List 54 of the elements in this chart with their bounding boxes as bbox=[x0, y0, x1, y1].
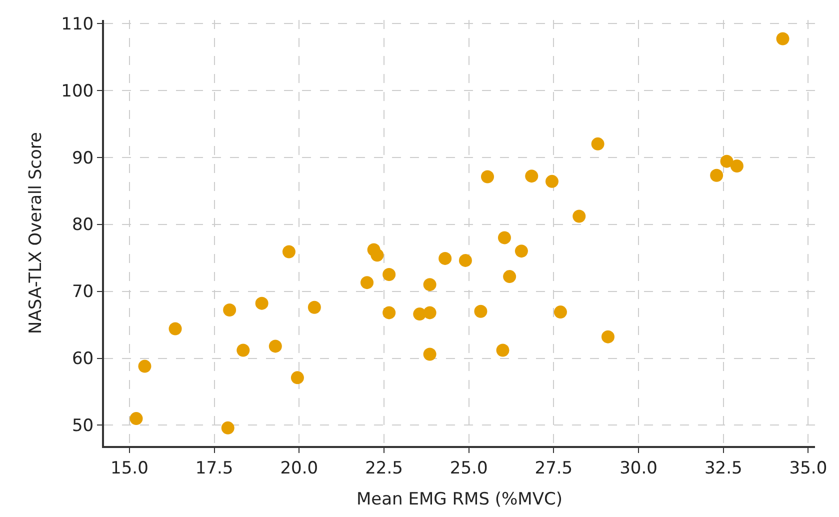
point bbox=[496, 344, 510, 357]
point bbox=[360, 276, 374, 290]
point bbox=[223, 304, 236, 317]
point bbox=[498, 231, 511, 244]
point bbox=[730, 160, 744, 173]
y-tick-label: 90 bbox=[72, 148, 94, 168]
point bbox=[236, 344, 250, 357]
point bbox=[458, 254, 472, 267]
point bbox=[545, 174, 558, 188]
y-tick-label: 110 bbox=[61, 14, 94, 34]
point bbox=[481, 170, 494, 184]
x-tick-label: 17.5 bbox=[195, 458, 234, 478]
x-tick-label: 30.0 bbox=[620, 458, 658, 478]
y-tick-label: 80 bbox=[72, 215, 94, 236]
point bbox=[423, 306, 436, 320]
x-tick-label: 35.0 bbox=[789, 458, 828, 478]
point bbox=[591, 137, 604, 150]
y-tick-label: 50 bbox=[72, 416, 94, 436]
x-tick-label: 32.5 bbox=[704, 458, 742, 478]
x-tick-label: 22.5 bbox=[365, 458, 403, 478]
point bbox=[290, 371, 304, 384]
point bbox=[168, 322, 182, 336]
point bbox=[130, 412, 143, 426]
point bbox=[268, 340, 282, 353]
point bbox=[525, 170, 538, 183]
point bbox=[308, 300, 321, 314]
point bbox=[554, 306, 567, 319]
point bbox=[438, 252, 452, 265]
y-tick-label: 100 bbox=[61, 81, 94, 102]
point bbox=[514, 244, 528, 258]
y-tick-label: 60 bbox=[72, 349, 94, 370]
point bbox=[503, 270, 516, 284]
point bbox=[572, 210, 586, 223]
y-tick-label: 70 bbox=[72, 282, 94, 302]
point bbox=[720, 154, 734, 168]
point bbox=[710, 168, 724, 182]
x-tick-label: 15.0 bbox=[110, 458, 148, 478]
x-tick-label: 20.0 bbox=[280, 458, 318, 478]
point bbox=[382, 268, 396, 282]
point bbox=[370, 248, 384, 262]
point bbox=[474, 304, 488, 318]
x-tick-label: 27.5 bbox=[534, 458, 573, 478]
point bbox=[255, 296, 268, 310]
x-axis-title: Mean EMG RMS (%MVC) bbox=[356, 489, 562, 510]
point bbox=[423, 348, 436, 361]
x-tick-label: 25.0 bbox=[450, 458, 488, 478]
point bbox=[423, 278, 436, 292]
point bbox=[776, 32, 790, 46]
point bbox=[382, 306, 396, 320]
point bbox=[138, 360, 152, 373]
point bbox=[282, 245, 296, 258]
point bbox=[601, 330, 614, 344]
point bbox=[221, 421, 234, 434]
y-axis-title: NASA-TLX Overall Score bbox=[26, 132, 46, 334]
